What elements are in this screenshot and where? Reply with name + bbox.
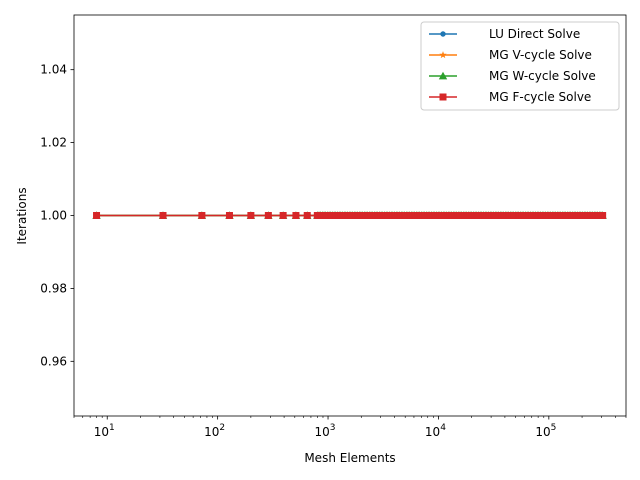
y-axis: 0.96 0.98 1.00 1.02 1.04 (40, 63, 74, 368)
x-tick-base: 10 (535, 425, 550, 439)
y-tick-label-2: 1.00 (40, 209, 67, 223)
data-point-3-5 (264, 212, 272, 219)
x-tick-exponent: 5 (551, 423, 557, 433)
x-tick-exponent: 3 (330, 423, 336, 433)
legend-marker-3 (439, 93, 447, 101)
y-tick-label-3: 1.02 (40, 136, 67, 150)
data-point-3-8 (303, 212, 311, 219)
data-point-3-6 (279, 212, 287, 219)
legend-label-0: LU Direct Solve (489, 27, 580, 41)
legend-marker-0 (440, 31, 446, 37)
legend-marker-1 (439, 51, 447, 59)
x-axis: 101 102 103 104 105 (73, 416, 627, 439)
y-axis-title: Iterations (15, 187, 29, 244)
series-3 (93, 212, 607, 219)
x-tick-base: 10 (204, 425, 219, 439)
x-tick-base: 10 (315, 425, 330, 439)
legend-frame (420, 21, 620, 111)
legend: LU Direct Solve MG V-cycle Solve MG W-cycl… (420, 21, 620, 111)
x-tick-label-3: 104 (425, 423, 446, 439)
data-point-3-179 (599, 212, 607, 219)
data-point-3-4 (247, 212, 255, 219)
x-tick-label-4: 105 (535, 423, 556, 439)
x-tick-exponent: 1 (109, 423, 115, 433)
legend-marker-2 (438, 71, 448, 80)
x-tick-exponent: 2 (219, 423, 225, 433)
x-tick-exponent: 4 (440, 423, 446, 433)
y-tick-label-1: 0.98 (40, 281, 67, 295)
x-axis-title: Mesh Elements (304, 451, 395, 465)
y-tick-label-4: 1.04 (40, 63, 67, 77)
series-layer (92, 211, 607, 219)
y-tick-label-0: 0.96 (40, 354, 67, 368)
data-point-3-0 (93, 212, 101, 219)
data-point-3-7 (292, 212, 300, 219)
x-tick-label-1: 102 (204, 423, 225, 439)
x-tick-label-0: 101 (94, 423, 115, 439)
legend-label-3: MG F-cycle Solve (489, 90, 591, 104)
legend-label-2: MG W-cycle Solve (489, 69, 596, 83)
data-point-3-2 (198, 212, 206, 219)
x-tick-base: 10 (425, 425, 440, 439)
x-tick-label-2: 103 (315, 423, 336, 439)
x-tick-base: 10 (94, 425, 109, 439)
data-point-3-1 (159, 212, 167, 219)
legend-label-1: MG V-cycle Solve (489, 48, 592, 62)
data-point-3-3 (225, 212, 233, 219)
